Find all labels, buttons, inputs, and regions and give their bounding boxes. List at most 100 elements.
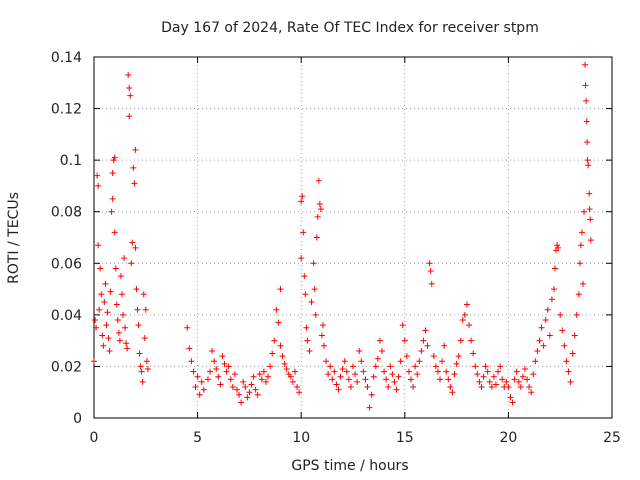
data-point <box>225 363 232 370</box>
data-point <box>567 378 574 385</box>
data-point <box>587 237 594 244</box>
data-point <box>401 337 408 344</box>
x-axis-label: GPS time / hours <box>291 458 408 474</box>
x-tick-label: 20 <box>499 430 517 446</box>
data-point <box>138 368 145 375</box>
data-point <box>424 342 431 349</box>
data-point <box>116 337 123 344</box>
data-point <box>542 317 549 324</box>
data-point <box>385 384 392 391</box>
data-point <box>298 255 305 262</box>
data-point <box>91 358 97 365</box>
data-point <box>559 327 566 334</box>
data-point <box>258 376 265 383</box>
data-point <box>586 190 593 197</box>
data-point <box>555 244 562 251</box>
data-point <box>117 273 124 280</box>
data-point <box>262 378 269 385</box>
data-point <box>430 353 437 360</box>
data-point <box>563 358 570 365</box>
grid-lines <box>94 57 612 418</box>
y-tick-label: 0.1 <box>60 153 82 169</box>
data-point <box>586 206 593 213</box>
data-point <box>209 347 216 354</box>
data-point <box>300 229 307 236</box>
data-point <box>141 335 148 342</box>
data-point <box>403 353 410 360</box>
y-tick-label: 0.14 <box>51 50 82 66</box>
x-tick-label: 0 <box>90 430 99 446</box>
y-tick-label: 0.08 <box>51 205 82 221</box>
data-point <box>229 384 236 391</box>
data-point <box>92 317 99 324</box>
data-point <box>120 311 127 318</box>
data-point <box>124 345 131 352</box>
data-point <box>139 378 146 385</box>
data-point <box>133 286 140 293</box>
data-point <box>391 378 398 385</box>
y-tick-label: 0.02 <box>51 359 82 375</box>
data-point <box>204 376 211 383</box>
data-point <box>557 311 564 318</box>
data-point <box>277 342 284 349</box>
data-point <box>93 324 100 331</box>
data-point <box>468 337 475 344</box>
data-point <box>96 306 103 313</box>
data-point <box>345 376 352 383</box>
data-point <box>267 363 274 370</box>
data-point <box>530 371 537 378</box>
data-point <box>298 198 305 205</box>
plot-frame <box>93 56 613 419</box>
data-point <box>387 363 394 370</box>
data-point <box>461 311 468 318</box>
x-tick-label: 15 <box>396 430 414 446</box>
data-point <box>128 260 135 267</box>
data-point <box>323 358 330 365</box>
data-point <box>131 180 138 187</box>
data-point <box>134 306 141 313</box>
y-tick-label: 0.06 <box>51 256 82 272</box>
tick-labels: 0 5 10 15 20 25 0 0.02 0.04 0.06 0.08 0.1 0.12 0.14 <box>51 50 621 446</box>
data-point <box>315 177 322 184</box>
data-point <box>303 324 310 331</box>
data-point <box>306 347 313 354</box>
data-point <box>236 391 243 398</box>
data-point <box>495 368 502 375</box>
data-point <box>102 280 109 287</box>
data-point <box>544 306 551 313</box>
data-point <box>410 384 417 391</box>
data-point <box>482 363 489 370</box>
data-point <box>132 244 139 251</box>
data-point <box>583 118 590 125</box>
data-point <box>548 296 555 303</box>
data-point <box>248 381 255 388</box>
data-point <box>358 358 365 365</box>
data-point <box>524 376 531 383</box>
data-point <box>250 373 257 380</box>
data-point <box>279 353 286 360</box>
data-point <box>275 319 282 326</box>
data-point <box>354 378 361 385</box>
data-point <box>130 164 137 171</box>
data-point <box>509 399 516 406</box>
data-point <box>302 291 309 298</box>
data-point <box>192 384 199 391</box>
data-point <box>129 239 136 246</box>
data-point <box>294 384 301 391</box>
data-point <box>561 342 568 349</box>
data-point <box>108 208 115 215</box>
data-point <box>231 371 238 378</box>
data-point <box>383 376 390 383</box>
data-point <box>536 337 543 344</box>
data-point <box>463 301 470 308</box>
data-point <box>144 366 151 373</box>
data-point <box>503 378 510 385</box>
x-tick-label: 5 <box>193 430 202 446</box>
data-point <box>335 386 342 393</box>
data-point <box>126 84 133 91</box>
y-tick-label: 0.12 <box>51 102 82 118</box>
data-point <box>585 162 592 169</box>
data-point <box>582 61 589 68</box>
data-point <box>526 384 533 391</box>
data-point <box>320 342 327 349</box>
